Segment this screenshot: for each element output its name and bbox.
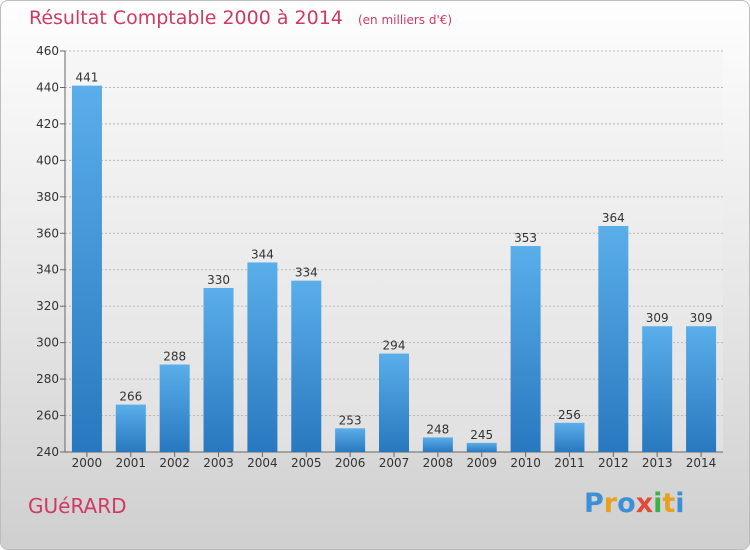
chart-subtitle: (en milliers d'€): [357, 13, 453, 27]
y-tick-label: 240: [36, 445, 59, 459]
chart-title-row: Résultat Comptable 2000 à 2014 (en milli…: [29, 7, 452, 29]
x-tick-label: 2009: [466, 456, 497, 470]
y-tick-label: 380: [36, 190, 59, 204]
data-label: 441: [75, 71, 98, 85]
x-tick-label: 2005: [291, 456, 322, 470]
y-tick-label: 440: [36, 80, 59, 94]
data-label: 266: [119, 390, 142, 404]
logo-letter: x: [635, 488, 654, 519]
x-tick-label: 2007: [379, 456, 410, 470]
x-tick-label: 2012: [598, 456, 629, 470]
x-tick-label: 2000: [72, 456, 103, 470]
y-tick-label: 340: [36, 263, 59, 277]
x-tick-label: 2006: [335, 456, 366, 470]
data-label: 256: [558, 408, 581, 422]
data-label: 248: [426, 422, 449, 436]
data-label: 253: [339, 413, 362, 427]
bar: [115, 404, 146, 452]
bar: [510, 246, 541, 452]
data-label: 334: [295, 266, 318, 280]
commune-name: GUéRARD: [28, 494, 127, 518]
data-label: 294: [383, 339, 406, 353]
y-tick-label: 420: [36, 117, 59, 131]
bar: [247, 262, 278, 452]
bar: [642, 326, 673, 452]
bar: [203, 287, 234, 452]
x-tick-label: 2011: [554, 456, 585, 470]
chart-title: Résultat Comptable 2000 à 2014: [29, 7, 343, 29]
bar: [71, 85, 102, 452]
y-tick-label: 460: [36, 44, 59, 58]
bar: [686, 326, 717, 452]
bar: [159, 364, 190, 452]
bar: [379, 353, 409, 452]
y-tick-label: 360: [36, 226, 59, 240]
logo-letter: i: [653, 488, 663, 519]
data-label: 344: [251, 247, 274, 261]
bar: [291, 280, 322, 452]
logo-letter: t: [662, 488, 676, 519]
x-tick-label: 2003: [203, 456, 234, 470]
y-tick-label: 300: [36, 336, 59, 350]
logo-letter: o: [617, 488, 636, 519]
logo-letter: i: [675, 488, 685, 519]
y-tick-label: 280: [36, 372, 59, 386]
y-tick-label: 320: [36, 299, 59, 313]
x-tick-label: 2010: [510, 456, 541, 470]
logo-letter: P: [584, 488, 604, 519]
data-label: 353: [514, 231, 537, 245]
data-label: 364: [602, 211, 625, 225]
data-label: 330: [207, 273, 230, 287]
proxiti-logo[interactable]: Proxiti: [584, 488, 685, 519]
y-tick-label: 260: [36, 409, 59, 423]
bar: [335, 428, 366, 452]
bar: [422, 437, 453, 452]
data-label: 288: [163, 350, 186, 364]
logo-letter: r: [603, 488, 618, 519]
data-label: 309: [690, 311, 713, 325]
x-tick-label: 2004: [247, 456, 278, 470]
data-label: 245: [470, 428, 493, 442]
bar: [466, 442, 497, 452]
data-label: 309: [646, 311, 669, 325]
y-tick-label: 400: [36, 153, 59, 167]
x-tick-label: 2002: [159, 456, 190, 470]
x-tick-label: 2008: [423, 456, 454, 470]
x-tick-label: 2001: [116, 456, 147, 470]
bar: [598, 225, 629, 452]
bar: [554, 422, 585, 452]
x-tick-label: 2013: [642, 456, 673, 470]
x-tick-label: 2014: [686, 456, 717, 470]
